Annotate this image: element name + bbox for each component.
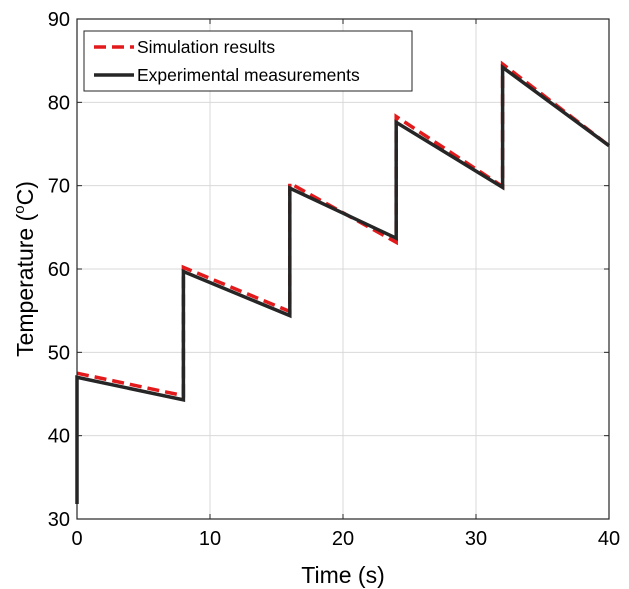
y-tick-label: 60 [48,259,70,281]
x-axis-label: Time (s) [301,562,384,588]
x-tick-label: 20 [332,528,354,550]
y-tick-label: 90 [48,9,70,31]
y-axis-label: Temperature (oC) [11,181,38,357]
x-tick-label: 10 [199,528,221,550]
y-tick-label: 70 [48,176,70,198]
y-axis-label-unit: C) [12,181,38,205]
legend-box [83,30,413,92]
grid [77,19,609,519]
y-tick-label: 40 [48,426,70,448]
y-tick-label: 50 [48,342,70,364]
axis-ticks: 0 10 20 30 40 30 40 50 60 70 80 90 [48,9,620,550]
y-tick-label: 30 [48,509,70,531]
x-tick-label: 0 [71,528,82,550]
legend-label-simulation: Simulation results [137,37,275,57]
legend-label-experimental: Experimental measurements [137,65,360,85]
series-layer [75,60,611,504]
x-tick-label: 40 [598,528,620,550]
y-tick-label: 80 [48,92,70,114]
y-axis-label-superscript: o [11,205,28,213]
series-line-experimental [75,63,611,504]
y-axis-label-main: Temperature ( [12,213,38,357]
x-tick-label: 30 [465,528,487,550]
legend: Simulation results Experimental measurem… [83,30,413,92]
